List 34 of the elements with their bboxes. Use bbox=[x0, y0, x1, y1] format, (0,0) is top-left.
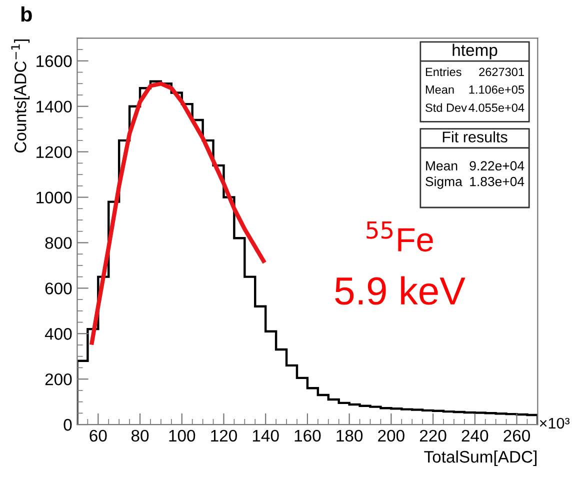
text: ×10³ bbox=[540, 418, 570, 429]
x-tick-label: 240 bbox=[462, 430, 488, 442]
x-tick-label: 220 bbox=[420, 430, 446, 442]
x-tick-label: 260 bbox=[504, 430, 530, 442]
x-tick-label: 80 bbox=[131, 430, 149, 442]
y-tick-label: 1200 bbox=[36, 146, 72, 158]
annotation: $^{55}$Fe bbox=[366, 221, 433, 252]
annotation: 5.9 keV bbox=[335, 276, 466, 305]
annotation: Fit results bbox=[442, 131, 508, 142]
text: Entries 2627301 bbox=[426, 67, 524, 76]
x-tick-label: 100 bbox=[169, 430, 196, 442]
annotation: Mean 9.22e+04 bbox=[426, 161, 524, 170]
x-tick-label: 200 bbox=[378, 430, 404, 442]
y-tick-label: 1600 bbox=[36, 55, 72, 68]
y-tick-label: 600 bbox=[45, 282, 72, 294]
y-axis-title: Counts[ADC$^{−1}$] bbox=[11, 39, 30, 152]
y-tick-label: 200 bbox=[45, 373, 72, 386]
y-tick-label: 1000 bbox=[36, 192, 72, 204]
x-tick-label: 180 bbox=[336, 430, 363, 442]
x-axis-title: TotalSum[ADC] bbox=[424, 450, 536, 466]
y-tick-label: 800 bbox=[45, 237, 72, 249]
y-tick-label: 1400 bbox=[36, 100, 72, 113]
x-tick-label: 60 bbox=[90, 430, 107, 442]
x-tick-label: 120 bbox=[211, 430, 237, 442]
annotation: Sigma 1.83e+04 bbox=[426, 176, 524, 189]
x-tick-label: 140 bbox=[252, 430, 279, 442]
y-tick-label: 0 bbox=[64, 418, 72, 431]
y-tick-label: 400 bbox=[44, 328, 72, 340]
x-tick-label: 160 bbox=[294, 430, 321, 442]
text: b bbox=[21, 6, 32, 22]
line-series bbox=[90, 82, 266, 345]
annotation: Std Dev4.055e+04 bbox=[426, 103, 524, 112]
text: Mean 1.106e+05 bbox=[426, 85, 524, 94]
annotation: htemp bbox=[452, 44, 498, 60]
